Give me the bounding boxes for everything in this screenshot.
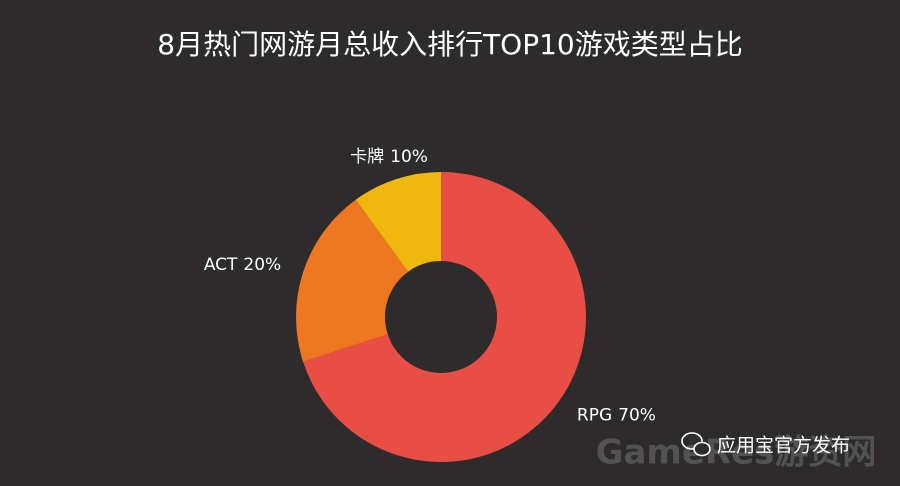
slice-label: 卡牌 10% xyxy=(350,147,428,167)
slice xyxy=(296,199,409,362)
donut xyxy=(296,172,586,462)
value-label: 70% xyxy=(618,406,656,426)
slice-label: ACT 20% xyxy=(204,255,281,275)
slice-label: RPG 70% xyxy=(577,406,656,426)
slice xyxy=(355,172,441,272)
category-label: 卡牌 xyxy=(350,147,384,167)
value-label: 20% xyxy=(243,255,281,275)
value-label: 10% xyxy=(390,147,428,167)
wechat-icon xyxy=(681,432,711,457)
chart-title: 8月热门网游月总收入排行TOP10游戏类型占比 xyxy=(157,28,742,61)
category-label: RPG xyxy=(577,406,612,426)
slice xyxy=(303,172,586,462)
watermark: GameRes游资网 xyxy=(596,433,877,473)
category-label: ACT xyxy=(204,255,238,275)
source-label: 应用宝官方发布 xyxy=(717,435,850,457)
